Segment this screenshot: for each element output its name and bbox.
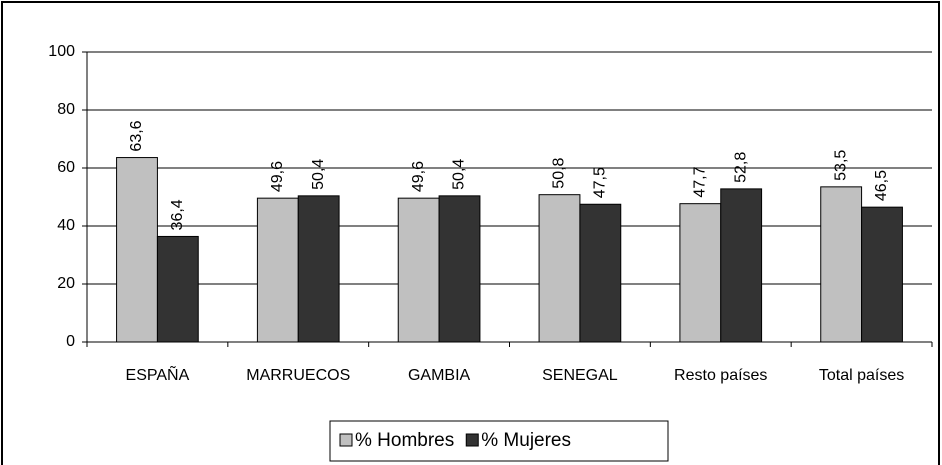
bar	[156, 235, 199, 343]
value-label: 52,8	[732, 152, 749, 183]
bar	[538, 194, 581, 343]
x-tick-label: ESPAÑA	[126, 364, 190, 384]
bar	[579, 203, 622, 343]
y-tick-label: 0	[66, 333, 75, 350]
y-tick-label: 20	[57, 275, 75, 292]
value-label: 50,8	[551, 157, 568, 188]
x-tick-label: MARRUECOS	[246, 367, 350, 384]
legend-swatch	[465, 433, 479, 447]
x-tick-label: Total países	[819, 367, 904, 384]
value-label: 53,5	[832, 150, 849, 181]
bar	[116, 157, 158, 343]
legend-label: % Hombres	[355, 430, 454, 451]
y-tick-label: 100	[48, 43, 75, 60]
bar	[820, 186, 863, 343]
bar	[438, 195, 481, 343]
y-tick-label: 60	[57, 159, 75, 176]
y-tick-label: 80	[57, 101, 75, 118]
legend-label: % Mujeres	[481, 430, 571, 451]
value-label: 49,6	[410, 161, 427, 192]
bar	[861, 206, 903, 343]
value-label: 50,4	[451, 159, 468, 190]
value-label: 36,4	[169, 199, 186, 230]
bar	[297, 195, 340, 343]
bar	[397, 197, 440, 343]
value-label: 50,4	[310, 159, 327, 190]
legend-swatch	[339, 433, 353, 447]
bar	[679, 203, 722, 343]
x-tick-label: GAMBIA	[408, 367, 471, 384]
value-label: 47,7	[692, 166, 709, 197]
value-label: 49,6	[269, 161, 286, 192]
bar	[256, 197, 299, 343]
value-label: 47,5	[592, 167, 609, 198]
value-label: 46,5	[873, 170, 890, 201]
x-tick-label: SENEGAL	[542, 367, 618, 384]
legend	[329, 420, 669, 462]
bar	[720, 188, 763, 343]
value-label: 63,6	[128, 120, 145, 151]
y-tick-label: 40	[57, 217, 75, 234]
x-tick-label: Resto países	[674, 367, 767, 384]
